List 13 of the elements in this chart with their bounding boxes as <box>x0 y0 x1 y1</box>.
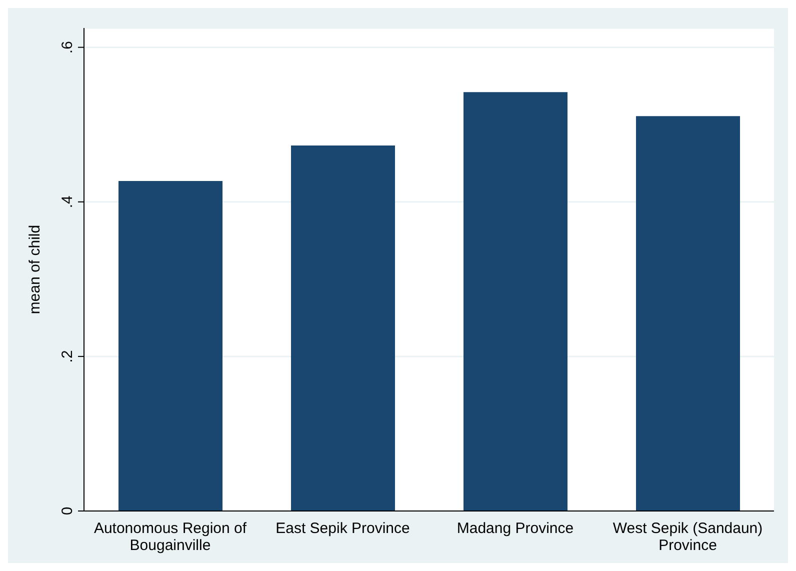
bar <box>291 145 395 511</box>
bar <box>118 181 222 511</box>
x-tick-label: West Sepik (Sandaun) Province <box>612 520 763 554</box>
bar <box>636 116 740 511</box>
x-tick-label: East Sepik Province <box>276 520 410 537</box>
bar <box>464 92 568 511</box>
y-tick-label: .4 <box>59 196 76 208</box>
y-axis-title: mean of child <box>26 224 44 314</box>
x-tick-label: Madang Province <box>456 520 574 537</box>
y-tick-label: .6 <box>59 41 76 54</box>
y-tick-label: .2 <box>59 350 76 363</box>
x-tick-label: Autonomous Region of Bougainville <box>94 520 248 554</box>
y-tick-label: 0 <box>59 506 76 516</box>
